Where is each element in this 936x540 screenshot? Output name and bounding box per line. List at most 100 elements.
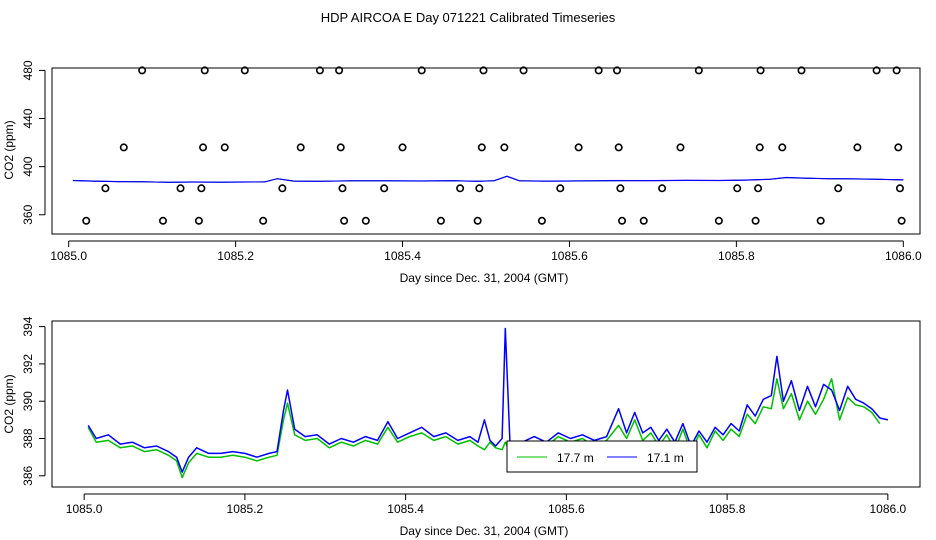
scatter-point [220,143,229,152]
scatter-point [733,184,742,193]
scatter-point [479,66,488,75]
top-plot-line [72,175,904,183]
scatter-point [556,184,565,193]
scatter-point [853,143,862,152]
scatter-point [82,216,91,225]
bottom-plot-x-tick-label: 1085.0 [66,502,103,516]
scatter-point [894,143,903,152]
top-plot-x-axis: 1085.0 1085.2 1085.4 1085.6 1085.8 1086.0 [50,240,922,263]
top-plot-ylabel: CO2 (ppm) [2,120,16,179]
scatter-point [756,66,765,75]
scatter-point [477,143,486,152]
scatter-point [197,184,206,193]
top-plot-xlabel: Day since Dec. 31, 2004 (GMT) [400,271,569,285]
series-line-17.7m [87,378,881,479]
scatter-point [194,216,203,225]
bottom-plot-y-tick-label: 392 [21,354,35,374]
scatter-point [778,143,787,152]
bottom-plot-x-tick-label: 1085.4 [387,502,424,516]
scatter-point [340,216,349,225]
scatter-point [336,143,345,152]
bottom-plot-x-tick-label: 1085.8 [709,502,746,516]
scatter-point [199,143,208,152]
scatter-point [338,184,347,193]
top-plot-y-tick-label: 360 [21,204,35,224]
scatter-point [119,143,128,152]
scatter-point [714,216,723,225]
scatter-point [315,66,324,75]
bottom-plot-frame [51,320,921,488]
bottom-plot: 1085.0 1085.2 1085.4 1085.6 1085.8 1086.0 386… [2,316,921,538]
scatter-point [694,66,703,75]
scatter-point [296,143,305,152]
top-plot-markers [82,66,906,225]
scatter-point [897,216,906,225]
scatter-point [473,216,482,225]
scatter-point [892,66,901,75]
scatter-point [138,66,147,75]
scatter-point [398,143,407,152]
scatter-point [816,216,825,225]
scatter-point [380,184,389,193]
bottom-plot-y-tick-label: 386 [21,465,35,485]
top-plot: 1085.0 1085.2 1085.4 1085.6 1085.8 1086.0 360… [2,60,922,285]
scatter-point [259,216,268,225]
scatter-point [278,184,287,193]
legend-label-17.7m: 17.7 m [557,451,594,465]
top-plot-x-tick-label: 1085.2 [217,249,254,263]
series-line-17.1m [87,327,889,473]
scatter-point [101,184,110,193]
bottom-plot-y-tick-label: 394 [21,316,35,336]
scatter-point [240,66,249,75]
scatter-point [751,216,760,225]
scatter-point [519,66,528,75]
scatter-point [475,184,484,193]
top-plot-y-tick-label: 480 [21,60,35,80]
bottom-plot-y-tick-label: 388 [21,428,35,448]
scatter-point [872,66,881,75]
scatter-point [658,184,667,193]
bottom-plot-x-tick-label: 1085.2 [227,502,264,516]
top-plot-x-tick-label: 1085.8 [718,249,755,263]
scatter-point [500,143,509,152]
scatter-point [200,66,209,75]
scatter-point [618,216,627,225]
top-plot-y-axis: 360 400 440 480 [21,60,46,225]
scatter-point [436,216,445,225]
scatter-point [895,184,904,193]
scatter-point [616,184,625,193]
top-plot-x-tick-label: 1085.0 [50,249,87,263]
scatter-point [335,66,344,75]
scatter-point [614,143,623,152]
bottom-plot-x-tick-label: 1085.6 [548,502,585,516]
top-plot-y-tick-label: 400 [21,156,35,176]
legend-label-17.1m: 17.1 m [647,451,684,465]
scatter-point [834,184,843,193]
scatter-point [676,143,685,152]
scatter-point [754,184,763,193]
scatter-point [797,66,806,75]
top-plot-y-tick-label: 440 [21,108,35,128]
bottom-plot-series [87,327,889,479]
bottom-plot-y-tick-label: 390 [21,391,35,411]
scatter-point [537,216,546,225]
top-plot-series-line [72,175,904,183]
scatter-point [613,66,622,75]
bottom-plot-xlabel: Day since Dec. 31, 2004 (GMT) [400,524,569,538]
figure-title: HDP AIRCOA E Day 071221 Calibrated Times… [321,10,616,25]
bottom-plot-ylabel: CO2 (ppm) [2,374,16,433]
bottom-plot-x-axis: 1085.0 1085.2 1085.4 1085.6 1085.8 1086.0 [66,493,907,516]
bottom-plot-y-axis: 386 388 390 392 394 [21,316,46,486]
scatter-point [755,143,764,152]
scatter-point [594,66,603,75]
bottom-plot-x-tick-label: 1086.0 [870,502,907,516]
legend: 17.7 m 17.1 m [506,440,698,473]
scatter-point [639,216,648,225]
top-plot-x-tick-label: 1085.6 [551,249,588,263]
scatter-point [417,66,426,75]
top-plot-frame [51,67,921,235]
scatter-point [159,216,168,225]
scatter-point [456,184,465,193]
top-plot-x-tick-label: 1085.4 [384,249,421,263]
